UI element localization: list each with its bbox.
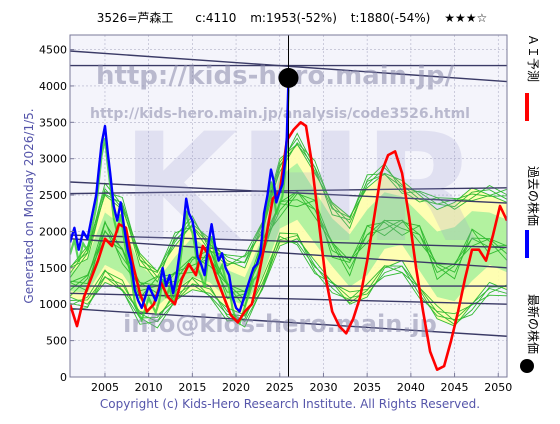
legend-forecast-label: ＡＩ予測 [526, 34, 540, 82]
y-tick-label: 4500 [39, 44, 67, 57]
legend: ＡＩ予測 過去の株価 最新の株価 [520, 34, 541, 373]
x-tick-label: 2005 [91, 381, 119, 394]
x-tick-label: 2050 [484, 381, 512, 394]
x-tick-label: 2030 [309, 381, 337, 394]
header-ticker: 3526=芦森工 [97, 10, 174, 25]
header-rating: ★★★☆ [444, 11, 487, 25]
y-tick-label: 3500 [39, 116, 67, 129]
header-target: t:1880(-54%) [351, 11, 431, 25]
chart-header: 3526=芦森工 c:4110 m:1953(-52%) t:1880(-54%… [97, 10, 487, 25]
x-tick-label: 2035 [353, 381, 381, 394]
watermark-analysis-url: http://kids-hero.main.jp/analysis/code35… [90, 106, 470, 122]
legend-latest-swatch [520, 359, 534, 373]
watermark-big: KHR [121, 102, 478, 276]
x-tick-label: 2015 [178, 381, 206, 394]
plot-frame [69, 34, 508, 378]
x-tick-label: 2045 [441, 381, 469, 394]
x-tick-label: 2025 [266, 381, 294, 394]
copyright: Copyright (c) Kids-Hero Research Institu… [100, 397, 480, 411]
y-tick-label: 4000 [39, 80, 67, 93]
y-tick-label: 3000 [39, 153, 67, 166]
watermark-url: http://kids-hero.main.jp/ [96, 61, 455, 91]
axes: 2005 2010 2015 2020 2025 2030 2035 2040 2045 2050… [39, 44, 512, 394]
series-layer [70, 77, 507, 372]
x-tick-label: 2010 [135, 381, 163, 394]
x-tick-label: 2040 [397, 381, 425, 394]
y-tick-label: 2000 [39, 225, 67, 238]
past-price-line [70, 77, 290, 313]
watermark-email: info@kids-hero.main.jp [123, 310, 437, 338]
y-tick-label: 500 [46, 335, 67, 348]
marker-layer [278, 35, 299, 377]
y-tick-label: 1000 [39, 298, 67, 311]
legend-latest-label: 最新の株価 [526, 294, 541, 354]
x-tick-label: 2020 [222, 381, 250, 394]
y-tick-label: 0 [60, 371, 67, 384]
y-tick-label: 1500 [39, 262, 67, 275]
header-mid: m:1953(-52%) [250, 11, 337, 25]
latest-price-marker [278, 67, 299, 88]
legend-past-label: 過去の株価 [526, 166, 541, 226]
generated-date: Generated on Monday 2026/1/5. [22, 108, 36, 303]
header-current: c:4110 [195, 11, 236, 25]
past-price-shadow [70, 89, 290, 326]
y-tick-label: 2500 [39, 189, 67, 202]
